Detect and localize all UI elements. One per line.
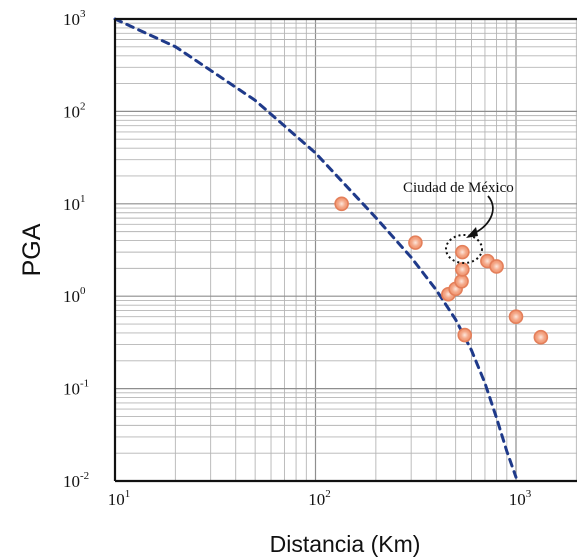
data-point [455, 244, 470, 260]
data-point [334, 196, 349, 212]
data-point [489, 259, 504, 274]
x-tick-label: 102 [308, 488, 331, 509]
tick-labels: 101 102 103 10-2 10-1 100 101 102 103 [63, 8, 532, 509]
y-tick-label: 100 [63, 285, 86, 306]
data-point [454, 273, 469, 289]
mexico-city-highlight-ring [445, 234, 483, 264]
y-tick-label: 10-2 [63, 470, 89, 491]
grid-lines [114, 19, 577, 482]
x-tick-label: 101 [108, 488, 131, 509]
y-tick-label: 101 [63, 193, 86, 214]
x-axis-title: Distancia (Km) [270, 531, 421, 557]
y-tick-label: 103 [63, 8, 86, 29]
data-point [457, 327, 473, 343]
data-point [508, 309, 524, 324]
attenuation-curve-layer [113, 17, 518, 479]
annotation-layer: Ciudad de México [403, 180, 514, 264]
y-tick-label: 10-1 [63, 378, 89, 399]
y-tick-label: 102 [63, 100, 86, 121]
data-point [408, 235, 423, 250]
y-axis-title: PGA [18, 223, 46, 276]
data-point [533, 329, 549, 345]
x-tick-label: 103 [509, 488, 532, 509]
data-points-layer [334, 196, 549, 345]
attenuation-curve [113, 17, 518, 479]
annotation-ciudad-de-mexico: Ciudad de México [403, 180, 514, 196]
plot-frame [113, 17, 577, 483]
data-point [455, 262, 470, 277]
annotation-arrow-head [466, 227, 478, 238]
